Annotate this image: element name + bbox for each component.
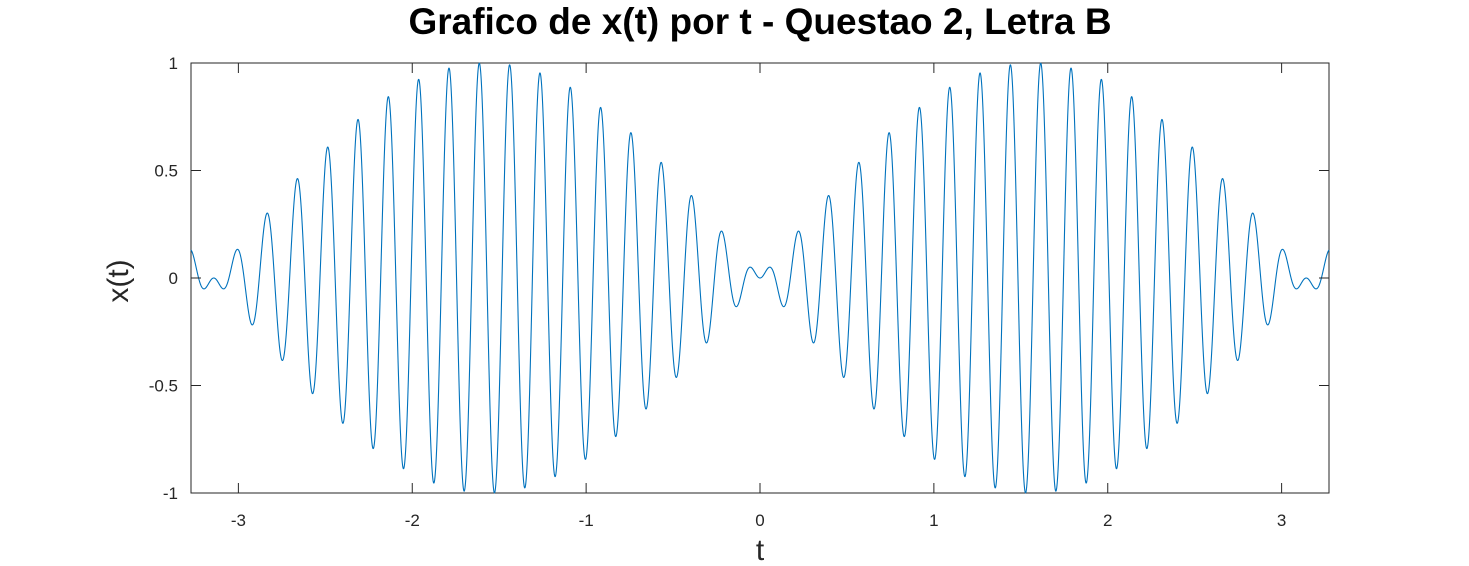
y-tick-label: -0.5 [149,377,178,396]
x-tick-label: -3 [231,511,246,530]
plot-area: -3 -2 -1 0 1 2 3 -1 -0.5 0 0.5 1 [149,54,1330,530]
y-tick-label: -1 [163,484,178,503]
y-tick-label: 0 [169,269,178,288]
x-tick-label: 1 [929,511,938,530]
y-tick-label: 0.5 [154,162,178,181]
chart-title: Grafico de x(t) por t - Questao 2, Letra… [408,1,1111,42]
x-tick-label: 3 [1277,511,1286,530]
x-tick-label: 2 [1103,511,1112,530]
x-tick-label: -1 [579,511,594,530]
y-axis-label: x(t) [102,259,135,302]
x-tick-label: 0 [755,511,764,530]
y-tick-label: 1 [169,54,178,73]
x-tick-label: -2 [405,511,420,530]
x-axis-label: t [756,534,765,561]
series-line [190,62,1330,494]
